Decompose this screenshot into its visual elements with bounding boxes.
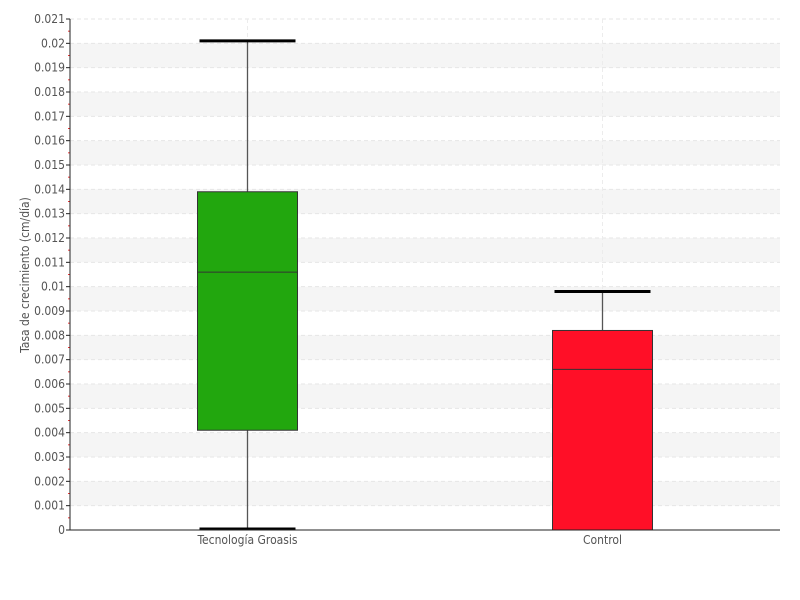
y-tick-label: 0.014 [34,182,65,196]
y-axis-label: Tasa de crecimiento (cm/día) [18,197,32,354]
grid-band [70,384,780,409]
y-tick-label: 0.015 [34,158,65,172]
y-tick-label: 0.005 [34,401,65,415]
y-tick-label: 0.021 [34,12,65,26]
x-category-label: Tecnología Groasis [196,533,297,547]
y-tick-label: 0.008 [34,328,65,342]
box [197,191,298,431]
y-tick-label: 0 [58,523,65,537]
y-tick-label: 0.013 [34,207,65,221]
grid-bands [70,43,780,506]
y-tick-label: 0.016 [34,134,65,148]
y-tick-label: 0.019 [34,61,65,75]
grid-band [70,335,780,360]
y-tick-label: 0.017 [34,109,65,123]
y-tick-label: 0.004 [34,426,65,440]
y-tick-label: 0.002 [34,474,65,488]
y-tick-label: 0.018 [34,85,65,99]
axes: 0 0.001 0.002 0.003 0.004 0.005 0.006 0.007 0.00… [34,12,780,547]
grid-band [70,43,780,68]
y-tick-label: 0.003 [34,450,65,464]
y-tick-label: 0.006 [34,377,65,391]
y-tick-label: 0.01 [41,280,65,294]
y-tick-label: 0.02 [41,36,65,50]
grid-band [70,140,780,165]
y-tick-label: 0.011 [34,255,65,269]
grid-band [70,92,780,117]
grid-band [70,286,780,311]
y-tick-label: 0.001 [34,499,65,513]
grid-lines [70,18,780,530]
y-tick-label: 0.012 [34,231,65,245]
grid-band [70,432,780,457]
grid-band [70,238,780,263]
grid-band [70,189,780,214]
grid-band [70,481,780,506]
y-tick-label: 0.009 [34,304,65,318]
box [552,329,653,531]
y-tick-label: 0.007 [34,353,65,367]
x-category-label: Control [583,533,622,547]
boxes [197,39,653,531]
